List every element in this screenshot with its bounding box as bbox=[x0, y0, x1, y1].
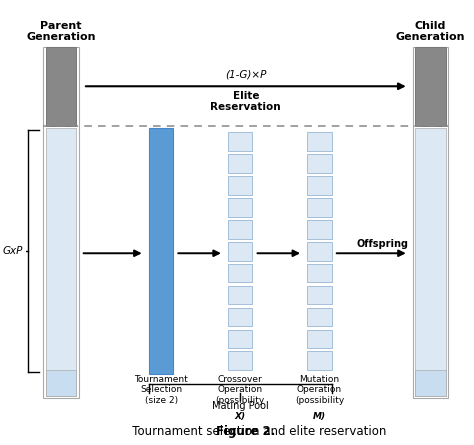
Text: Child
Generation: Child Generation bbox=[396, 21, 465, 42]
Text: M): M) bbox=[313, 412, 326, 421]
Bar bbox=[228, 329, 252, 348]
Bar bbox=[308, 154, 332, 173]
Text: Tournament selection and elite reservation: Tournament selection and elite reservati… bbox=[106, 425, 386, 438]
Bar bbox=[228, 198, 252, 217]
Text: Parent
Generation: Parent Generation bbox=[26, 21, 96, 42]
Bar bbox=[308, 263, 332, 283]
Text: Crossover
Operation
(possibility: Crossover Operation (possibility bbox=[216, 375, 265, 415]
Bar bbox=[46, 370, 76, 396]
Bar bbox=[415, 47, 446, 126]
Bar bbox=[149, 128, 173, 374]
Text: Elite
Reservation: Elite Reservation bbox=[210, 91, 281, 112]
Text: Tournament
Selection
(size 2): Tournament Selection (size 2) bbox=[134, 375, 188, 405]
Bar bbox=[308, 220, 332, 239]
Bar bbox=[415, 128, 446, 396]
Text: (1-G)×P: (1-G)×P bbox=[225, 70, 266, 80]
Bar bbox=[43, 47, 79, 398]
Bar bbox=[415, 370, 446, 396]
Text: Figure 2.: Figure 2. bbox=[216, 425, 275, 438]
Text: Offspring: Offspring bbox=[356, 239, 409, 249]
Bar bbox=[228, 154, 252, 173]
Bar bbox=[308, 286, 332, 304]
Bar bbox=[413, 47, 448, 398]
Text: GxP: GxP bbox=[2, 246, 23, 256]
Bar bbox=[46, 128, 76, 396]
Bar bbox=[228, 307, 252, 327]
Bar bbox=[228, 286, 252, 304]
Bar bbox=[228, 263, 252, 283]
Bar bbox=[308, 307, 332, 327]
Bar bbox=[228, 352, 252, 370]
Bar bbox=[228, 132, 252, 151]
Bar bbox=[308, 352, 332, 370]
Bar bbox=[308, 198, 332, 217]
Bar bbox=[228, 220, 252, 239]
Bar bbox=[308, 329, 332, 348]
Bar bbox=[228, 176, 252, 194]
Bar bbox=[46, 47, 76, 126]
Text: X): X) bbox=[235, 412, 246, 421]
Text: Mating Pool: Mating Pool bbox=[212, 401, 269, 411]
Bar bbox=[308, 132, 332, 151]
Text: Mutation
Operation
(possibility: Mutation Operation (possibility bbox=[295, 375, 344, 415]
Bar bbox=[308, 242, 332, 260]
Bar bbox=[308, 176, 332, 194]
Bar bbox=[228, 242, 252, 260]
